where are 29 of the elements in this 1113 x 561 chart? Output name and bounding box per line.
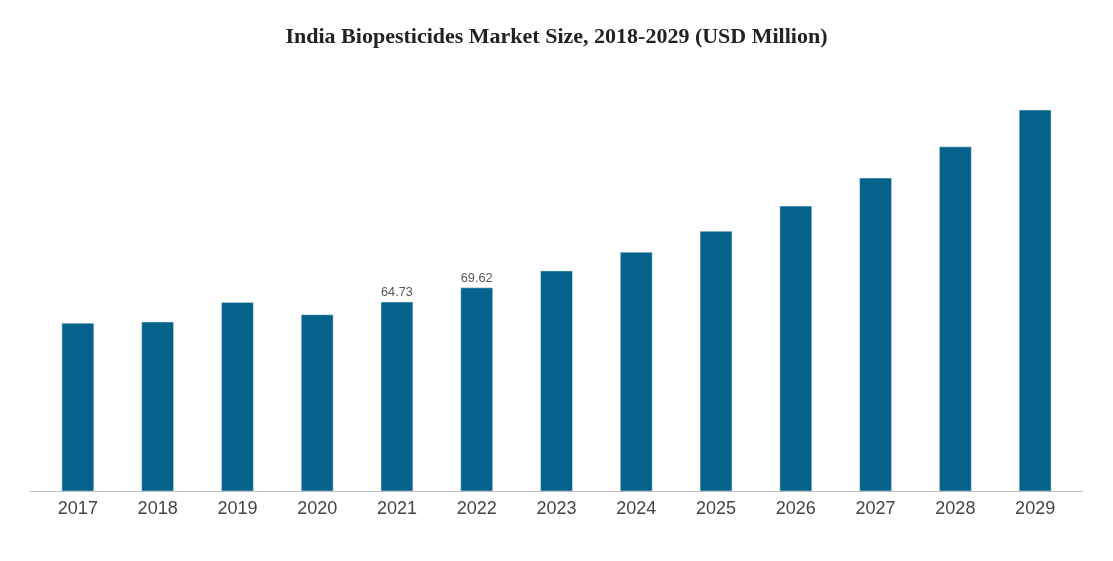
- x-tick-label: 2028: [935, 497, 976, 518]
- x-tick-label: 2017: [57, 497, 98, 518]
- x-tick-label: 2022: [456, 497, 497, 518]
- bar: [1018, 109, 1052, 491]
- bar: [540, 270, 573, 491]
- chart-title: India Biopesticides Market Size, 2018-2029 (USD Million): [285, 23, 828, 49]
- data-label: 69.62: [460, 269, 493, 285]
- x-tick-label: 2018: [137, 497, 178, 518]
- x-tick-label: 2025: [696, 497, 737, 518]
- bar: [300, 314, 334, 491]
- x-tick-label: 2021: [376, 497, 417, 518]
- data-label: 64.73: [381, 284, 413, 300]
- bar: [620, 251, 653, 491]
- bar: [460, 287, 493, 491]
- bar: [779, 205, 813, 491]
- x-tick-label: 2024: [616, 497, 657, 518]
- bar: [939, 146, 972, 491]
- bar: [221, 302, 254, 491]
- bar: [141, 321, 174, 491]
- bar: [61, 322, 95, 491]
- bar: [699, 230, 733, 491]
- x-tick-label: 2020: [297, 497, 338, 518]
- bar: [380, 301, 414, 491]
- x-tick-label: 2029: [1015, 497, 1056, 518]
- x-tick-label: 2026: [775, 497, 816, 518]
- x-tick-label: 2019: [217, 497, 258, 518]
- bar: [859, 177, 892, 491]
- x-tick-label: 2023: [536, 497, 577, 518]
- x-tick-label: 2027: [855, 497, 896, 518]
